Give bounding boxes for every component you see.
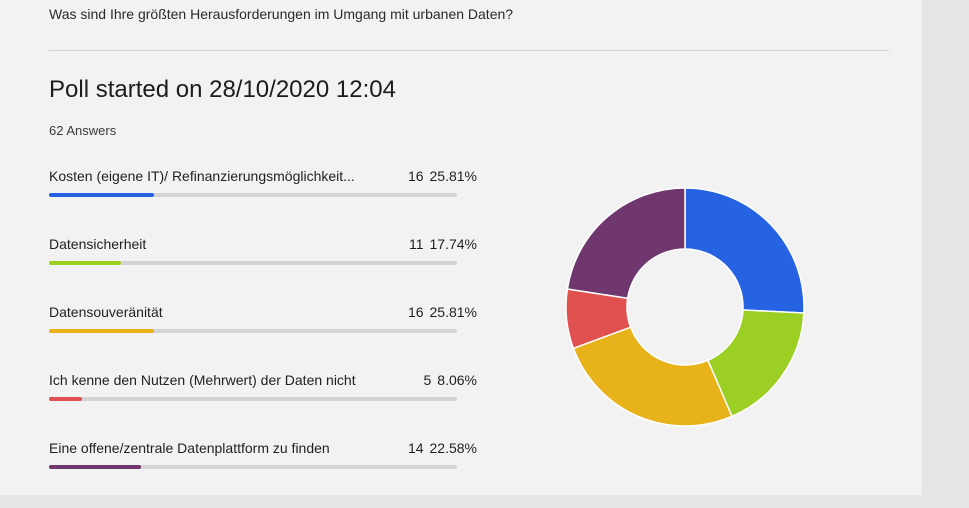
option-label: Eine offene/zentrale Datenplattform zu f…	[49, 440, 330, 456]
option-count: 5	[423, 372, 432, 388]
option-progress-fill	[49, 329, 155, 333]
option-count: 11	[408, 236, 424, 252]
poll-title: Poll started on 28/10/2020 12:04	[49, 76, 396, 103]
option-count: 16	[407, 304, 424, 320]
option-progress-track	[49, 465, 457, 469]
divider	[49, 50, 889, 51]
poll-option: Ich kenne den Nutzen (Mehrwert) der Date…	[49, 372, 489, 440]
poll-question: Was sind Ihre größten Herausforderungen …	[49, 6, 514, 22]
answers-count: 62 Answers	[49, 123, 117, 138]
poll-option: Kosten (eigene IT)/ Refinanzierungsmögli…	[49, 168, 489, 236]
option-stats: 14 22.58%	[408, 440, 477, 456]
option-progress-fill	[49, 193, 155, 197]
option-stats: 16 25.81%	[408, 304, 477, 320]
option-percent: 25.81%	[429, 168, 477, 184]
option-count: 16	[407, 168, 424, 184]
option-progress-track	[49, 329, 457, 333]
option-progress-track	[49, 193, 457, 197]
option-percent: 17.74%	[429, 236, 477, 252]
option-stats: 5 8.06%	[424, 372, 478, 388]
option-stats: 11 17.74%	[409, 236, 477, 252]
poll-options: Kosten (eigene IT)/ Refinanzierungsmögli…	[49, 168, 489, 508]
poll-panel: Was sind Ihre größten Herausforderungen …	[0, 0, 922, 495]
donut-slice	[572, 326, 733, 427]
donut-slice	[684, 187, 805, 314]
option-percent: 22.58%	[429, 440, 477, 456]
option-stats: 16 25.81%	[408, 168, 477, 184]
option-count: 14	[407, 440, 424, 456]
option-progress-track	[49, 397, 457, 401]
option-progress-fill	[49, 261, 122, 265]
option-percent: 8.06%	[437, 372, 477, 388]
option-label: Datensicherheit	[49, 236, 147, 252]
option-progress-fill	[49, 465, 142, 469]
poll-option: Datensicherheit 11 17.74%	[49, 236, 489, 304]
donut-slice	[566, 187, 686, 300]
option-progress-track	[49, 261, 457, 265]
option-progress-fill	[49, 397, 82, 401]
option-percent: 25.81%	[429, 304, 477, 320]
donut-chart	[565, 187, 805, 427]
poll-option: Datensouveränität 16 25.81%	[49, 304, 489, 372]
poll-option: Eine offene/zentrale Datenplattform zu f…	[49, 440, 489, 508]
option-label: Datensouveränität	[49, 304, 163, 320]
option-label: Kosten (eigene IT)/ Refinanzierungsmögli…	[49, 168, 355, 184]
option-label: Ich kenne den Nutzen (Mehrwert) der Date…	[49, 372, 356, 388]
